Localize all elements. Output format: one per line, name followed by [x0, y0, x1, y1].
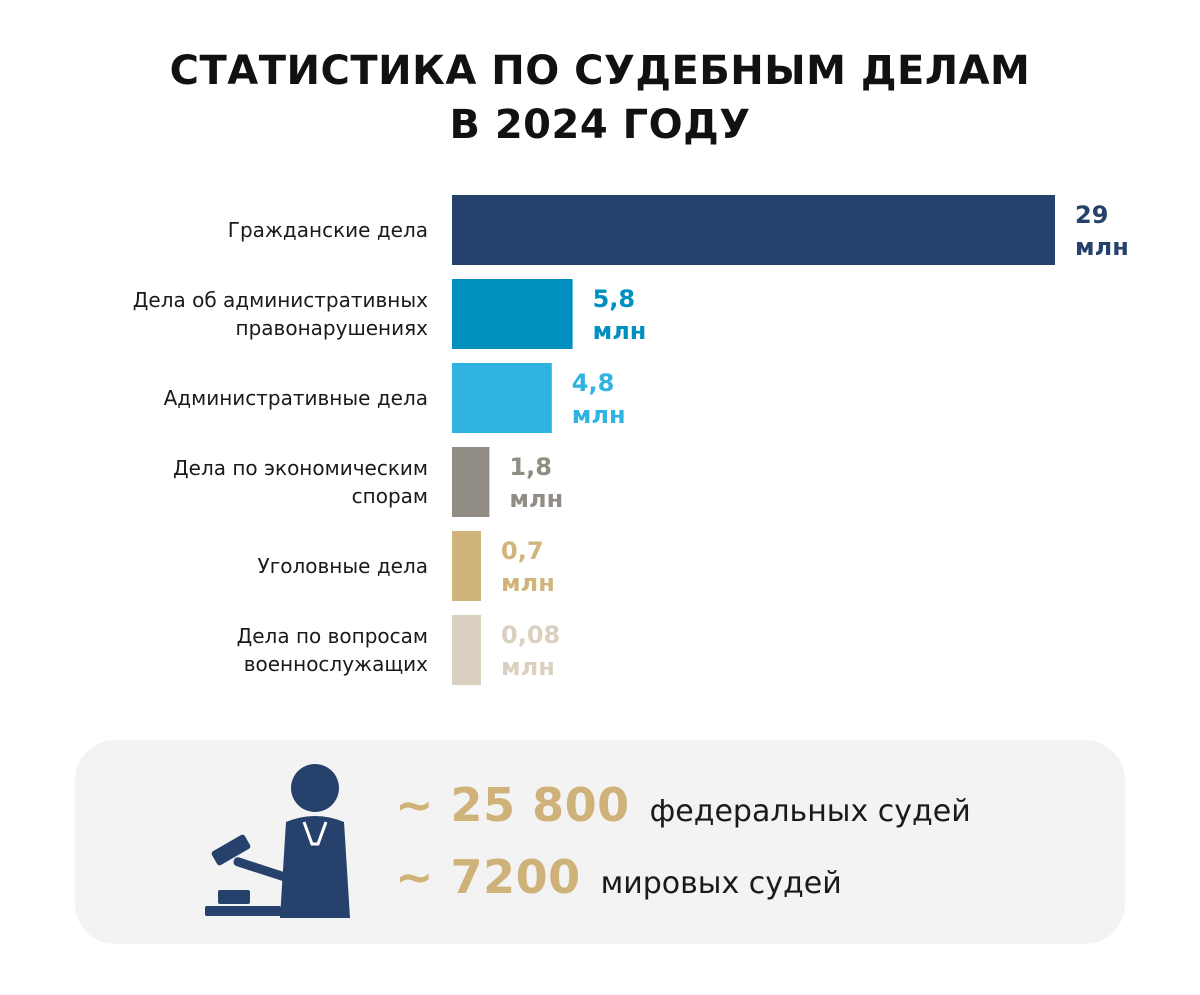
federal-judges-stat: ~ 25 800 федеральных судей — [395, 778, 971, 832]
value-label-3-line-1: млн — [509, 485, 563, 513]
category-label-4: Уголовные дела — [258, 554, 428, 578]
bar-1 — [452, 279, 573, 349]
bar-2 — [452, 363, 552, 433]
category-label-5: Дела по вопросам военнослужащих — [237, 624, 429, 676]
magistrate-judges-text: мировых судей — [600, 866, 842, 901]
category-label-3: Дела по экономическим спорам — [173, 456, 428, 508]
category-label-4-line-0: Уголовные дела — [258, 554, 428, 578]
bar-4 — [452, 531, 481, 601]
value-label-4: 0,7 млн — [501, 537, 555, 597]
page-title: СТАТИСТИКА ПО СУДЕБНЫМ ДЕЛАМ В 2024 ГОДУ — [0, 44, 1200, 152]
category-label-0-line-0: Гражданские дела — [228, 218, 428, 242]
category-label-1: Дела об административных правонарушениях — [133, 288, 428, 340]
title-line-1: СТАТИСТИКА ПО СУДЕБНЫМ ДЕЛАМ — [169, 48, 1031, 94]
category-label-5-line-0: Дела по вопросам — [237, 624, 428, 648]
category-label-3-line-1: спорам — [352, 484, 428, 508]
category-label-0: Гражданские дела — [228, 218, 428, 242]
value-label-2-line-0: 4,8 — [572, 369, 615, 397]
federal-judges-text: федеральных судей — [649, 794, 971, 829]
category-label-3-line-0: Дела по экономическим — [173, 456, 428, 480]
bar-0 — [452, 195, 1055, 265]
bar-3 — [452, 447, 490, 517]
value-label-5-line-0: 0,08 — [501, 621, 560, 649]
title-line-2: В 2024 ГОДУ — [449, 102, 751, 148]
value-label-3-line-0: 1,8 — [509, 453, 552, 481]
federal-judges-number: ~ 25 800 — [395, 778, 630, 832]
category-label-2: Административные дела — [164, 386, 428, 410]
value-label-2-line-1: млн — [572, 401, 626, 429]
value-label-4-line-1: млн — [501, 569, 555, 597]
value-label-5-line-1: млн — [501, 653, 555, 681]
judges-info-box: ~ 25 800 федеральных судей ~ 7200 мировы… — [75, 740, 1125, 944]
value-label-0: 29 млн — [1075, 201, 1129, 261]
category-label-5-line-1: военнослужащих — [244, 652, 428, 676]
category-label-1-line-0: Дела об административных — [133, 288, 428, 312]
value-label-3: 1,8 млн — [509, 453, 563, 513]
value-label-1-line-0: 5,8 — [593, 285, 636, 313]
value-label-0-line-0: 29 — [1075, 201, 1108, 229]
category-label-2-line-0: Административные дела — [164, 386, 428, 410]
bar-5 — [452, 615, 481, 685]
judge-with-gavel-icon — [205, 764, 350, 918]
value-label-2: 4,8 млн — [572, 369, 626, 429]
magistrate-judges-number: ~ 7200 — [395, 850, 581, 904]
value-label-4-line-0: 0,7 — [501, 537, 544, 565]
category-label-1-line-1: правонарушениях — [236, 316, 429, 340]
value-label-1-line-1: млн — [593, 317, 647, 345]
bar-chart: Гражданские дела 29 млн Дела об администрат… — [133, 195, 1129, 685]
value-label-0-line-1: млн — [1075, 233, 1129, 261]
magistrate-judges-stat: ~ 7200 мировых судей — [395, 850, 842, 904]
value-label-5: 0,08 млн — [501, 621, 560, 681]
value-label-1: 5,8 млн — [593, 285, 647, 345]
